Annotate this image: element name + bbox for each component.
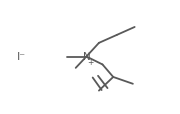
Text: I⁻: I⁻ (17, 52, 26, 62)
Text: +: + (87, 58, 94, 67)
Text: N: N (83, 52, 90, 62)
